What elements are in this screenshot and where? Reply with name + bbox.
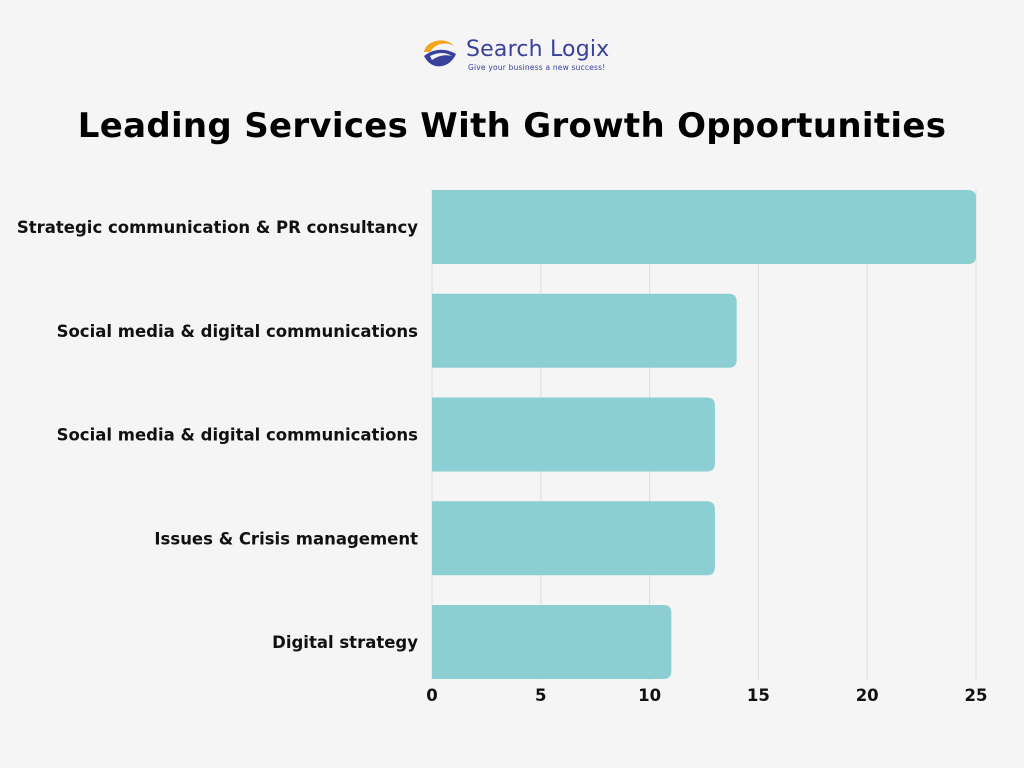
x-tick-label: 10 [638, 686, 661, 705]
bars [432, 190, 976, 679]
category-label: Issues & Crisis management [154, 529, 418, 548]
category-label: Strategic communication & PR consultancy [17, 218, 418, 237]
bar [432, 605, 672, 679]
x-tick-label: 25 [965, 686, 988, 705]
category-label: Digital strategy [272, 633, 418, 652]
bar [432, 397, 715, 472]
logo-text: Search Logix Give your business a new su… [466, 37, 609, 72]
category-labels: Strategic communication & PR consultancy… [17, 218, 418, 652]
x-tick-label: 5 [535, 686, 546, 705]
logo-tagline: Give your business a new success! [468, 62, 606, 72]
chart-title: Leading Services With Growth Opportuniti… [77, 106, 947, 146]
x-tick-label: 15 [747, 686, 770, 705]
x-tick-label: 0 [426, 686, 437, 705]
x-axis-tick-labels: 0 5 10 15 20 25 [426, 686, 987, 705]
search-logix-logo-icon [422, 36, 458, 72]
category-label: Social media & digital communications [57, 426, 419, 445]
x-tick-label: 20 [856, 686, 879, 705]
bar [432, 501, 715, 576]
bar [432, 293, 737, 368]
category-label: Social media & digital communications [57, 322, 419, 341]
bar [432, 190, 976, 264]
logo-name: Search Logix [466, 36, 610, 62]
brand-logo: Search Logix Give your business a new su… [420, 34, 609, 74]
